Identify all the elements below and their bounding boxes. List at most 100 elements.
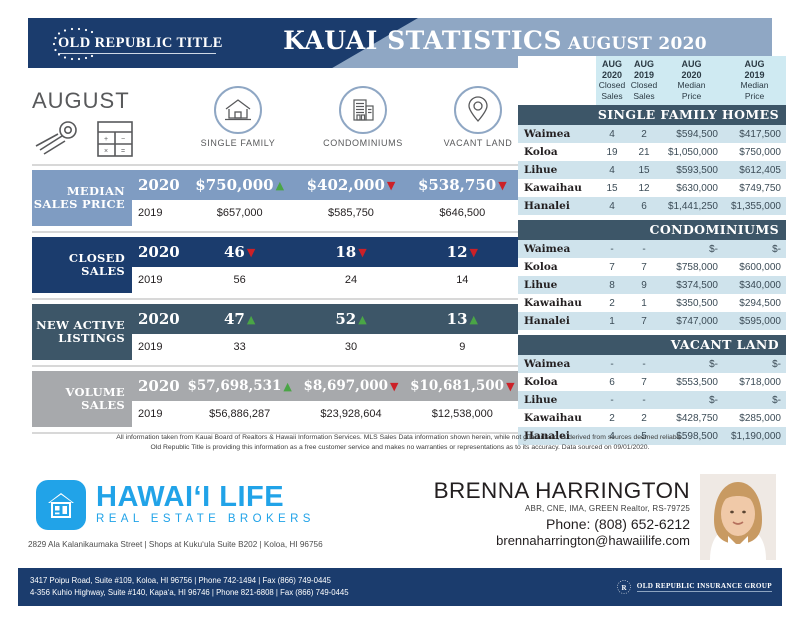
median-sales-price-label: MEDIAN SALES PRICE	[32, 170, 132, 226]
divider-4	[32, 365, 518, 367]
cell-closed-2019: 9	[628, 276, 660, 294]
row-label: Hanalei	[518, 197, 596, 215]
volume-2020-vacant-land: $10,681,500 ▼	[410, 378, 515, 394]
column-header-aug-2020-closed-sales: AUG 2020 Closed Sales	[596, 56, 628, 105]
table-row: Kawaihau 2 1 $350,500 $294,500	[518, 294, 786, 312]
closed-sales-label: CLOSED SALES	[32, 237, 132, 293]
cell-median-2019: $749,750	[723, 179, 786, 197]
cell-median-2019: $595,000	[723, 312, 786, 330]
keys-and-calculator-icons: + − × =	[35, 121, 133, 157]
section-header-condominiums: CONDOMINIUMS	[518, 220, 786, 240]
divider-2	[32, 231, 518, 233]
trend-down-icon: ▼	[506, 379, 515, 393]
metric-block-new-active-listings: NEW ACTIVE LISTINGS 2020 47 ▲ 52 ▲ 13 ▲	[32, 304, 518, 360]
listings-2019-year: 2019	[138, 341, 163, 353]
cell-median-2020: $553,500	[660, 373, 723, 391]
metrics-panel: AUGUST + − ×	[18, 86, 518, 434]
cell-median-2019: $1,190,000	[723, 427, 786, 445]
cell-closed-2019: 21	[628, 143, 660, 161]
month-and-categories-row: AUGUST + − ×	[18, 86, 518, 162]
cell-median-2019: $294,500	[723, 294, 786, 312]
row-label: Waimea	[518, 125, 596, 143]
agent-name: BRENNA HARRINGTON	[433, 478, 690, 503]
row-label: Hanalei	[518, 312, 596, 330]
volume-2020-year: 2020	[138, 377, 180, 395]
statistics-table: AUG 2020 Closed Sales AUG 2019 Closed Sa…	[518, 56, 786, 445]
volume-2020-single-family: $57,698,531 ▲	[187, 378, 292, 394]
cell-closed-2019: 2	[628, 125, 660, 143]
trend-up-icon: ▲	[469, 312, 478, 326]
trend-down-icon: ▼	[246, 245, 256, 259]
footer: 3417 Poipu Road, Suite #109, Koloa, HI 9…	[18, 568, 782, 606]
column-header-row: AUG 2020 Closed Sales AUG 2019 Closed Sa…	[518, 56, 786, 105]
median-2020-single-family: $750,000 ▲	[195, 176, 285, 194]
trend-down-icon: ▼	[386, 178, 396, 192]
cell-median-2019: $750,000	[723, 143, 786, 161]
cell-median-2020: $428,750	[660, 409, 723, 427]
cell-closed-2020: 6	[596, 373, 628, 391]
cell-closed-2019: 7	[628, 258, 660, 276]
cell-closed-2020: 2	[596, 409, 628, 427]
listings-2020-condominiums: 52 ▲	[335, 310, 367, 328]
cell-median-2020: $747,000	[660, 312, 723, 330]
house-logo-icon	[48, 493, 74, 518]
closed-2019-vacant-land: 14	[456, 274, 469, 286]
insurance-group-label: OLD REPUBLIC INSURANCE GROUP	[636, 582, 772, 592]
condominiums-label: CONDOMINIUMS	[323, 138, 403, 148]
row-label: Lihue	[518, 161, 596, 179]
vacant-land-label: VACANT LAND	[443, 138, 513, 148]
svg-text:+: +	[104, 136, 108, 143]
cell-median-2019: $340,000	[723, 276, 786, 294]
listings-2020-year: 2020	[138, 310, 180, 328]
table-row: Lihue 4 15 $593,500 $612,405	[518, 161, 786, 179]
volume-2019-single-family: $56,886,287	[209, 408, 271, 420]
row-label: Koloa	[518, 373, 596, 391]
closed-2019-condominiums: 24	[344, 274, 358, 286]
table-row: Koloa 19 21 $1,050,000 $750,000	[518, 143, 786, 161]
trend-up-icon: ▲	[275, 178, 285, 192]
vacant-land-circle	[454, 86, 502, 134]
cell-median-2020: $758,000	[660, 258, 723, 276]
trend-down-icon: ▼	[498, 178, 507, 192]
agent-phone[interactable]: Phone: (808) 652-6212	[546, 516, 690, 532]
cell-median-2020: $-	[660, 391, 723, 409]
disclaimer-line-2: Old Republic Title is providing this inf…	[150, 444, 650, 451]
column-header-aug-2019-closed-sales: AUG 2019 Closed Sales	[628, 56, 660, 105]
cell-median-2020: $350,500	[660, 294, 723, 312]
row-label: Lihue	[518, 391, 596, 409]
cell-closed-2020: -	[596, 391, 628, 409]
single-family-label: SINGLE FAMILY	[200, 138, 276, 148]
svg-text:R: R	[621, 584, 627, 592]
volume-2019-row: 2019 $56,886,287 $23,928,604 $12,538,000	[132, 401, 518, 427]
volume-2020-condominiums: $8,697,000 ▼	[303, 378, 399, 394]
page-title: KAUAI STATISTICS AUGUST 2020	[270, 26, 720, 62]
house-icon	[225, 99, 251, 121]
cell-closed-2020: 19	[596, 143, 628, 161]
row-label: Kawaihau	[518, 409, 596, 427]
condominiums-circle	[339, 86, 387, 134]
agent-photo	[700, 474, 776, 560]
median-2019-year: 2019	[138, 207, 163, 219]
new-active-listings-label: NEW ACTIVE LISTINGS	[32, 304, 132, 360]
table-row: Waimea - - $- $-	[518, 240, 786, 258]
footer-line-1: 3417 Poipu Road, Suite #109, Koloa, HI 9…	[30, 576, 331, 585]
header: OLD REPUBLIC TITLE KAUAI STATISTICS AUGUS…	[0, 0, 800, 78]
keys-icon	[35, 121, 77, 155]
cell-closed-2019: 6	[628, 197, 660, 215]
cell-closed-2020: 4	[596, 125, 628, 143]
cell-closed-2020: 4	[596, 161, 628, 179]
volume-rows: 2020 $57,698,531 ▲ $8,697,000 ▼ $10,681,50…	[132, 371, 518, 427]
row-label: Hanalei	[518, 427, 596, 445]
trend-down-icon: ▼	[390, 379, 399, 393]
disclaimer: All information taken from Kauai Board o…	[30, 433, 770, 453]
agent-contact-card: BRENNA HARRINGTON ABR, CNE, IMA, GREEN R…	[400, 478, 690, 548]
table-row: Hanalei 4 5 $598,500 $1,190,000	[518, 427, 786, 445]
table-row: Koloa 6 7 $553,500 $718,000	[518, 373, 786, 391]
cell-closed-2020: 1	[596, 312, 628, 330]
stars-seal-icon: R	[616, 580, 631, 594]
cell-closed-2020: 4	[596, 197, 628, 215]
closed-2020-vacant-land: 12 ▼	[446, 243, 478, 261]
footer-line-2: 4-356 Kuhio Highway, Suite #140, Kapa‘a,…	[30, 588, 349, 597]
cell-median-2020: $1,050,000	[660, 143, 723, 161]
agent-email[interactable]: brennaharrington@hawaiilife.com	[496, 533, 690, 548]
